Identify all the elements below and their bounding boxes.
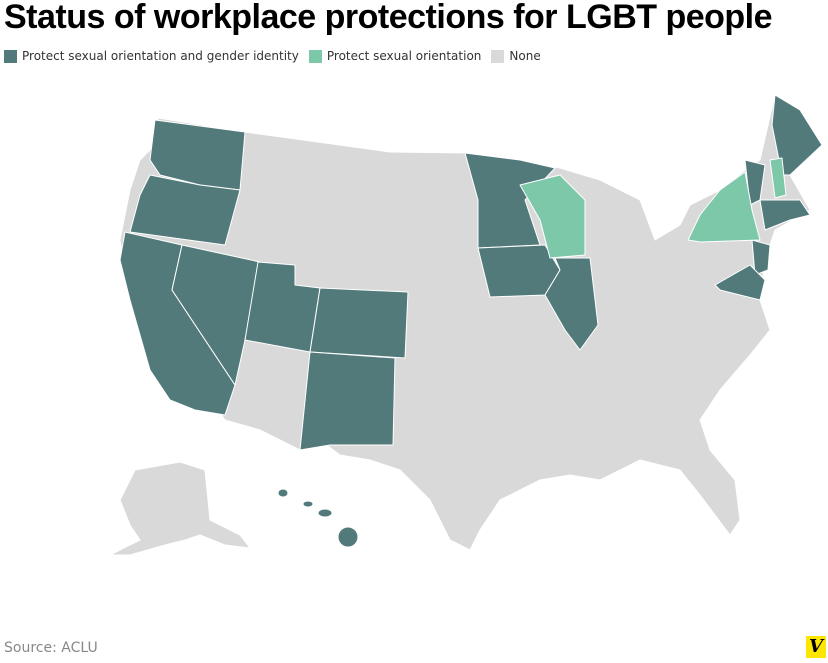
hawaii bbox=[302, 500, 314, 508]
state bbox=[769, 157, 787, 199]
legend-swatch bbox=[4, 49, 17, 63]
state bbox=[771, 94, 823, 176]
state bbox=[464, 152, 556, 249]
legend: Protect sexual orientation and gender id… bbox=[4, 49, 541, 63]
legend-item: None bbox=[491, 49, 541, 63]
legend-item: Protect sexual orientation and gender id… bbox=[4, 49, 299, 63]
legend-label: Protect sexual orientation and gender id… bbox=[22, 49, 299, 63]
legend-swatch bbox=[308, 49, 322, 63]
state bbox=[687, 171, 761, 243]
hawaii bbox=[277, 488, 289, 498]
us-base bbox=[119, 94, 823, 551]
source: Source: ACLU bbox=[4, 640, 98, 656]
legend-label: None bbox=[509, 49, 541, 63]
hawaii bbox=[337, 526, 359, 548]
legend-label: Protect sexual orientation bbox=[326, 49, 482, 63]
state bbox=[477, 244, 561, 298]
state bbox=[751, 239, 771, 276]
logo: V bbox=[806, 636, 826, 658]
state bbox=[171, 244, 261, 386]
title: Status of workplace protections for LGBT… bbox=[4, 0, 773, 36]
state bbox=[544, 257, 599, 351]
hawaii bbox=[317, 508, 333, 518]
alaska bbox=[109, 461, 251, 556]
state bbox=[519, 174, 586, 259]
state bbox=[759, 199, 811, 231]
state bbox=[714, 264, 766, 301]
legend-swatch bbox=[491, 49, 505, 63]
legend-item: Protect sexual orientation bbox=[308, 49, 482, 63]
state bbox=[299, 351, 396, 451]
state bbox=[309, 287, 409, 359]
state bbox=[129, 174, 241, 246]
